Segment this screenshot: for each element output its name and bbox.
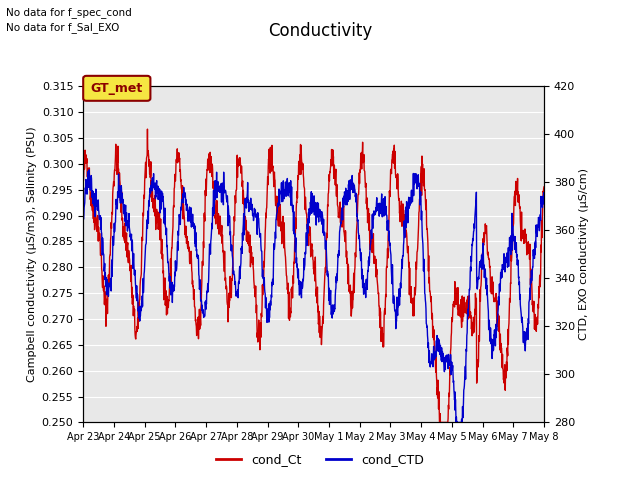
Text: No data for f_spec_cond: No data for f_spec_cond	[6, 7, 132, 18]
Y-axis label: CTD, EXO conductivity (μS/cm): CTD, EXO conductivity (μS/cm)	[579, 168, 589, 340]
Text: No data for f_Sal_EXO: No data for f_Sal_EXO	[6, 22, 120, 33]
Text: GT_met: GT_met	[91, 82, 143, 95]
Y-axis label: Campbell conductivity (μS/m3), Salinity (PSU): Campbell conductivity (μS/m3), Salinity …	[28, 127, 37, 382]
Legend: cond_Ct, cond_CTD: cond_Ct, cond_CTD	[211, 448, 429, 471]
Text: Conductivity: Conductivity	[268, 22, 372, 40]
